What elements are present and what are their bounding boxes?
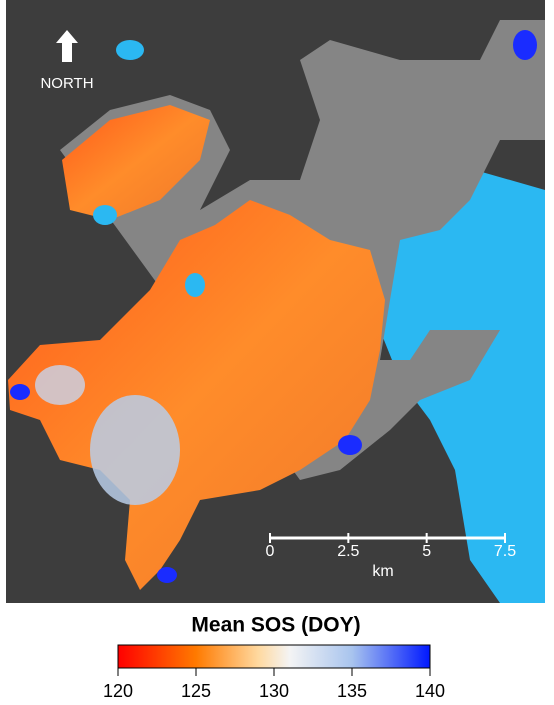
north-label: NORTH [40, 75, 93, 92]
scale-tick-label: 2.5 [337, 543, 359, 560]
colorbar-tick-label: 125 [181, 681, 211, 701]
north-arrow [56, 30, 78, 62]
scale-unit: km [372, 563, 393, 580]
scale-tick-label: 0 [266, 543, 275, 560]
scale-tick-label: 5 [422, 543, 431, 560]
color-bar [117, 644, 431, 669]
legend-title: Mean SOS (DOY) [191, 614, 360, 637]
study-area-north [62, 105, 210, 220]
late-patch [35, 365, 85, 405]
colorbar-tick-label: 120 [103, 681, 133, 701]
study-area [8, 200, 385, 590]
late-patch [157, 567, 177, 583]
colorbar-tick-label: 140 [415, 681, 445, 701]
late-patch [338, 435, 362, 455]
legend: Mean SOS (DOY) 120 125 130 135 140 [103, 614, 445, 701]
map: NORTH km 0 2.5 5 7.5 [6, 0, 545, 603]
pond [93, 205, 117, 225]
pond [116, 40, 144, 60]
late-patch [90, 395, 180, 505]
late-patch [513, 30, 537, 60]
colorbar-tick-label: 130 [259, 681, 289, 701]
scale-bar: km 0 2.5 5 7.5 [266, 533, 516, 580]
colorbar-tick-label: 135 [337, 681, 367, 701]
late-patch [10, 384, 30, 400]
scale-tick-label: 7.5 [494, 543, 516, 560]
pond [185, 273, 205, 297]
